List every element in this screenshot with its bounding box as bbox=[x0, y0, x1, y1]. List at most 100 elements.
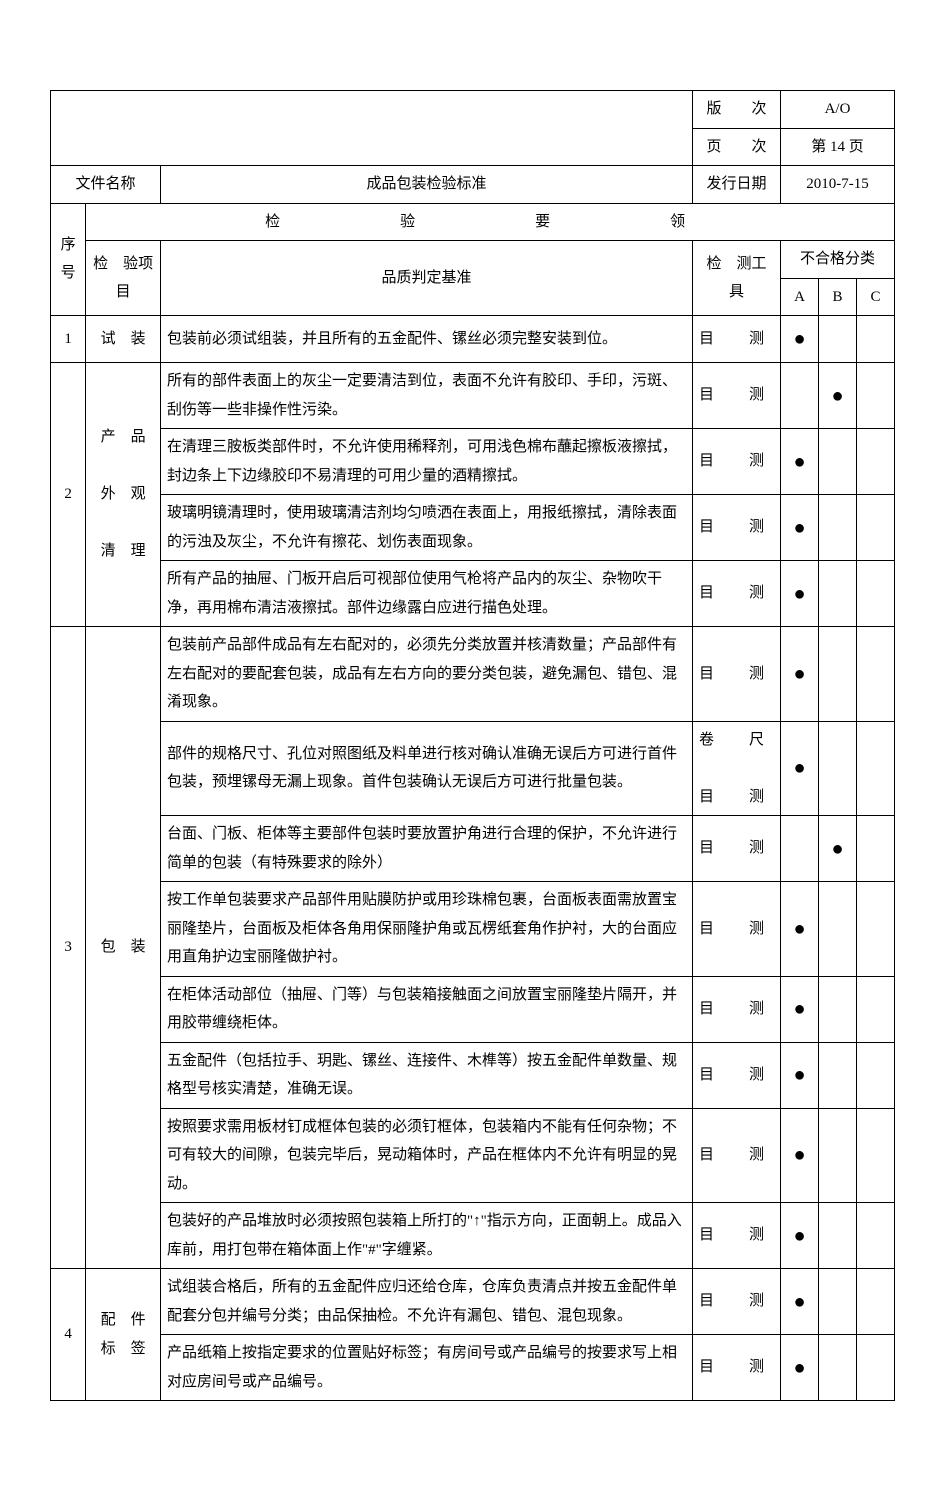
guideline-header: 检 验 要 领 bbox=[86, 203, 895, 241]
tool-cell: 目 测 bbox=[692, 1335, 780, 1401]
nc-c-cell bbox=[857, 816, 895, 882]
nc-c-cell bbox=[857, 316, 895, 363]
tool-cell: 目 测 bbox=[692, 882, 780, 977]
tool-header: 检 测工 具 bbox=[692, 241, 780, 316]
nc-c-header: C bbox=[857, 278, 895, 316]
nc-a-header: A bbox=[781, 278, 819, 316]
criteria-cell: 包装前产品部件成品有左右配对的，必须先分类放置并核清数量；产品部件有左右配对的要… bbox=[161, 627, 693, 722]
nc-c-cell bbox=[857, 721, 895, 816]
criteria-cell: 按照要求需用板材钉成框体包装的必须钉框体，包装箱内不能有任何杂物；不可有较大的间… bbox=[161, 1108, 693, 1203]
table-row: 所有产品的抽屉、门板开启后可视部位使用气枪将产品内的灰尘、杂物吹干净，再用棉布清… bbox=[51, 561, 895, 627]
tool-cell: 目 测 bbox=[692, 1203, 780, 1269]
version-value: A/O bbox=[781, 91, 895, 129]
nc-b-cell bbox=[819, 1108, 857, 1203]
category-cell: 试 装 bbox=[86, 316, 161, 363]
category-cell: 配 件 标 签 bbox=[86, 1269, 161, 1401]
seq-cell: 4 bbox=[51, 1269, 86, 1401]
table-row: 1 试 装 包装前必须试组装，并且所有的五金配件、镙丝必须完整安装到位。 目 测… bbox=[51, 316, 895, 363]
nc-c-cell bbox=[857, 1269, 895, 1335]
criteria-cell: 在清理三胺板类部件时，不允许使用稀释剂，可用浅色棉布蘸起擦板液擦拭，封边条上下边… bbox=[161, 429, 693, 495]
nc-a-cell bbox=[781, 363, 819, 429]
version-label: 版 次 bbox=[692, 91, 780, 129]
nc-b-cell bbox=[819, 429, 857, 495]
nc-b-cell bbox=[819, 882, 857, 977]
nc-b-cell bbox=[819, 1269, 857, 1335]
nc-a-cell: ● bbox=[781, 882, 819, 977]
nc-a-cell: ● bbox=[781, 561, 819, 627]
table-row: 部件的规格尺寸、孔位对照图纸及料单进行核对确认准确无误后方可进行首件包装，预埋镙… bbox=[51, 721, 895, 816]
seq-header: 序号 bbox=[51, 203, 86, 316]
issue-label: 发行日期 bbox=[692, 166, 780, 204]
tool-cell: 目 测 bbox=[692, 816, 780, 882]
tool-cell: 目 测 bbox=[692, 976, 780, 1042]
docname-label: 文件名称 bbox=[51, 166, 161, 204]
nc-a-cell: ● bbox=[781, 495, 819, 561]
nc-b-cell bbox=[819, 1335, 857, 1401]
criteria-cell: 所有产品的抽屉、门板开启后可视部位使用气枪将产品内的灰尘、杂物吹干净，再用棉布清… bbox=[161, 561, 693, 627]
criteria-cell: 试组装合格后，所有的五金配件应归还给仓库，仓库负责清点并按五金配件单配套分包并编… bbox=[161, 1269, 693, 1335]
nc-c-cell bbox=[857, 429, 895, 495]
inspection-standard-table: 版 次 A/O 页 次 第 14 页 文件名称 成品包装检验标准 发行日期 20… bbox=[50, 90, 895, 1401]
nc-c-cell bbox=[857, 561, 895, 627]
table-row: 五金配件（包括拉手、玥匙、镙丝、连接件、木榫等）按五金配件单数量、规格型号核实清… bbox=[51, 1042, 895, 1108]
nc-a-cell: ● bbox=[781, 1335, 819, 1401]
table-row: 在柜体活动部位（抽屉、门等）与包装箱接触面之间放置宝丽隆垫片隔开，并用胶带缠绕柜… bbox=[51, 976, 895, 1042]
criteria-cell: 所有的部件表面上的灰尘一定要清洁到位，表面不允许有胶印、手印，污斑、刮伤等一些非… bbox=[161, 363, 693, 429]
seq-cell: 2 bbox=[51, 363, 86, 627]
nc-b-cell bbox=[819, 627, 857, 722]
nc-b-cell bbox=[819, 561, 857, 627]
table-row: 按工作单包装要求产品部件用贴膜防护或用珍珠棉包裹，台面板表面需放置宝丽隆垫片，台… bbox=[51, 882, 895, 977]
nc-b-cell bbox=[819, 1203, 857, 1269]
criteria-cell: 部件的规格尺寸、孔位对照图纸及料单进行核对确认准确无误后方可进行首件包装，预埋镙… bbox=[161, 721, 693, 816]
tool-cell: 目 测 bbox=[692, 429, 780, 495]
nc-a-cell: ● bbox=[781, 721, 819, 816]
nc-a-cell: ● bbox=[781, 976, 819, 1042]
nc-a-cell: ● bbox=[781, 1108, 819, 1203]
sub-header-row-1: 检 验项 目 品质判定基准 检 测工 具 不合格分类 bbox=[51, 241, 895, 279]
page-label: 页 次 bbox=[692, 128, 780, 166]
nc-b-cell bbox=[819, 316, 857, 363]
nc-c-cell bbox=[857, 976, 895, 1042]
nc-b-cell: ● bbox=[819, 363, 857, 429]
table-row: 4 配 件 标 签 试组装合格后，所有的五金配件应归还给仓库，仓库负责清点并按五… bbox=[51, 1269, 895, 1335]
tool-cell: 目 测 bbox=[692, 1269, 780, 1335]
header-row-docname: 文件名称 成品包装检验标准 发行日期 2010-7-15 bbox=[51, 166, 895, 204]
nc-c-cell bbox=[857, 1108, 895, 1203]
criteria-cell: 按工作单包装要求产品部件用贴膜防护或用珍珠棉包裹，台面板表面需放置宝丽隆垫片，台… bbox=[161, 882, 693, 977]
criteria-cell: 在柜体活动部位（抽屉、门等）与包装箱接触面之间放置宝丽隆垫片隔开，并用胶带缠绕柜… bbox=[161, 976, 693, 1042]
table-row: 在清理三胺板类部件时，不允许使用稀释剂，可用浅色棉布蘸起擦板液擦拭，封边条上下边… bbox=[51, 429, 895, 495]
docname-value: 成品包装检验标准 bbox=[161, 166, 693, 204]
nc-c-cell bbox=[857, 1203, 895, 1269]
nc-a-cell: ● bbox=[781, 1042, 819, 1108]
nc-c-cell bbox=[857, 627, 895, 722]
tool-cell: 目 测 bbox=[692, 1042, 780, 1108]
nc-header: 不合格分类 bbox=[781, 241, 895, 279]
criteria-cell: 包装前必须试组装，并且所有的五金配件、镙丝必须完整安装到位。 bbox=[161, 316, 693, 363]
seq-cell: 3 bbox=[51, 627, 86, 1269]
nc-a-cell: ● bbox=[781, 316, 819, 363]
nc-c-cell bbox=[857, 363, 895, 429]
table-row: 玻璃明镜清理时，使用玻璃清洁剂均匀喷洒在表面上，用报纸擦拭，清除表面的污浊及灰尘… bbox=[51, 495, 895, 561]
nc-a-cell: ● bbox=[781, 627, 819, 722]
criteria-cell: 台面、门板、柜体等主要部件包装时要放置护角进行合理的保护，不允许进行简单的包装（… bbox=[161, 816, 693, 882]
nc-b-cell bbox=[819, 721, 857, 816]
nc-c-cell bbox=[857, 495, 895, 561]
tool-cell: 目 测 bbox=[692, 1108, 780, 1203]
nc-c-cell bbox=[857, 1335, 895, 1401]
page-value: 第 14 页 bbox=[781, 128, 895, 166]
nc-a-cell: ● bbox=[781, 429, 819, 495]
table-row: 2 产 品 外 观 清 理 所有的部件表面上的灰尘一定要清洁到位，表面不允许有胶… bbox=[51, 363, 895, 429]
table-row: 3 包 装 包装前产品部件成品有左右配对的，必须先分类放置并核清数量；产品部件有… bbox=[51, 627, 895, 722]
criteria-header: 品质判定基准 bbox=[161, 241, 693, 316]
table-row: 包装好的产品堆放时必须按照包装箱上所打的"↑"指示方向，正面朝上。成品入库前，用… bbox=[51, 1203, 895, 1269]
criteria-cell: 包装好的产品堆放时必须按照包装箱上所打的"↑"指示方向，正面朝上。成品入库前，用… bbox=[161, 1203, 693, 1269]
tool-cell: 目 测 bbox=[692, 316, 780, 363]
table-row: 台面、门板、柜体等主要部件包装时要放置护角进行合理的保护，不允许进行简单的包装（… bbox=[51, 816, 895, 882]
tool-cell: 目 测 bbox=[692, 561, 780, 627]
criteria-cell: 玻璃明镜清理时，使用玻璃清洁剂均匀喷洒在表面上，用报纸擦拭，清除表面的污浊及灰尘… bbox=[161, 495, 693, 561]
nc-c-cell bbox=[857, 1042, 895, 1108]
table-row: 产品纸箱上按指定要求的位置贴好标签；有房间号或产品编号的按要求写上相对应房间号或… bbox=[51, 1335, 895, 1401]
issue-value: 2010-7-15 bbox=[781, 166, 895, 204]
nc-b-cell bbox=[819, 976, 857, 1042]
nc-c-cell bbox=[857, 882, 895, 977]
